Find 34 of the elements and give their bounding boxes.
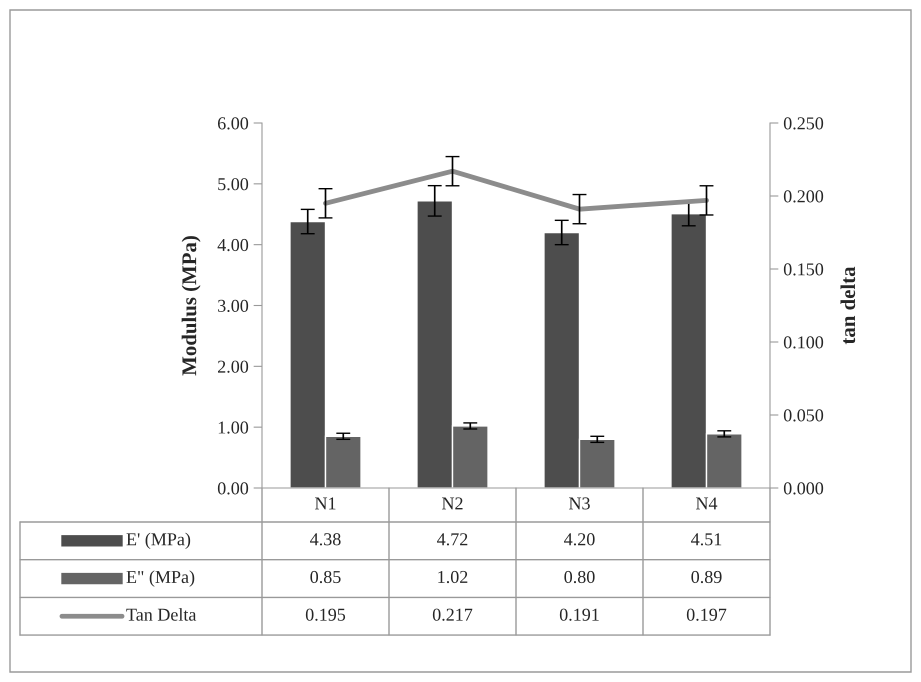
y2-axis-title: tan delta — [840, 266, 856, 344]
data-label: 0.80 — [564, 570, 595, 584]
legend-label: E" (MPa) — [126, 570, 194, 587]
legend-label: Tan Delta — [126, 608, 196, 621]
x-tick-label: N2 — [442, 497, 463, 510]
y2-tick-label: 0.000 — [784, 482, 824, 495]
data-label: 0.191 — [560, 608, 599, 621]
y-tick-label: 2.00 — [218, 360, 248, 373]
y-tick-label: 3.00 — [218, 300, 248, 312]
x-tick-label: N1 — [314, 497, 336, 510]
x-tick-label: N4 — [696, 497, 718, 510]
data-label: 4.20 — [564, 533, 595, 546]
data-label: 4.72 — [437, 533, 468, 546]
data-label: 0.195 — [306, 608, 346, 621]
legend-label: E' (MPa) — [126, 532, 190, 550]
y2-tick-label: 0.250 — [784, 117, 824, 130]
y2-tick-label: 0.200 — [784, 190, 824, 203]
data-label: 4.38 — [310, 533, 341, 546]
y-tick-label: 1.00 — [218, 421, 248, 434]
y-tick-label: 4.00 — [218, 238, 248, 252]
y2-tick-label: 0.150 — [784, 263, 824, 276]
y-axis-title: Modulus (MPa) — [182, 236, 201, 376]
data-label: 0.89 — [691, 570, 722, 584]
data-label: 1.02 — [438, 570, 468, 584]
data-label: 0.197 — [686, 608, 726, 621]
y-tick-label: 6.00 — [218, 117, 248, 130]
x-tick-label: N3 — [568, 497, 590, 510]
data-label: 4.51 — [691, 533, 722, 546]
y-tick-label: 5.00 — [218, 178, 248, 190]
y2-tick-label: 0.050 — [784, 409, 824, 422]
y2-tick-label: 0.100 — [784, 336, 824, 349]
y-tick-label: 0.00 — [218, 482, 248, 495]
data-label: 0.85 — [310, 570, 341, 584]
data-label: 0.217 — [432, 608, 472, 621]
